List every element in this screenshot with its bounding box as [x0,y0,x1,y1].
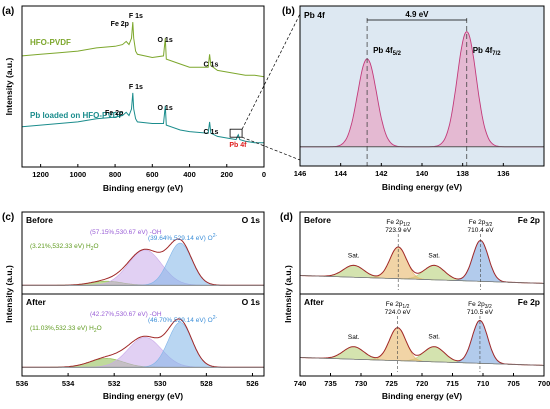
panel-d-tick-label: 705 [507,379,520,388]
panel-a-peak-label: F 1s [129,13,143,20]
panel-a-tick-label: 800 [109,170,122,179]
panel-a-tick-label: 1200 [32,170,49,179]
panel-d-corner-label: Fe 2p [518,215,540,225]
panel-b-peak-fill [300,58,544,147]
panel-d-sat-label: Sat. [428,334,440,341]
panel-d-peak-value: 723.9 eV [385,227,412,234]
panel-a-peak-label: Pb 4f [229,142,247,149]
panel-d-baseline [299,357,545,366]
panel-c-component-label: (57.15%,530.67 eV) -OH [90,229,162,236]
panel-d-ylabel: Intensity (a.u.) [283,265,293,323]
panel-d-label: (d) [280,212,293,223]
panel-c-sublabel: Before [26,215,53,225]
panel-b-label: (b) [282,6,295,17]
panel-a-zoom-connector [241,136,301,161]
panel-b-tick-label: 142 [375,169,388,178]
panel-d-sat-label: Sat. [348,252,360,259]
panel-c-corner-label: O 1s [242,297,261,307]
panel-d-tick-label: 725 [385,379,398,388]
panel-c-label: (c) [2,212,14,223]
panel-c-component-label: (39.64%,529.14 eV) O2- [148,233,217,242]
panel-d-envelope [300,239,543,284]
panel-a-peak-label: O 1s [158,105,173,112]
panel-a-tick-label: 200 [221,170,234,179]
panel-a-tick-label: 1000 [70,170,87,179]
panel-d-peak-value: 724.0 eV [385,309,412,316]
panel-c-tick-label: 536 [16,379,29,388]
panel-a-frame [21,5,265,168]
panel-a-zoom-connector [241,13,301,130]
panel-d-envelope [300,319,543,366]
panel-a-peak-label: Fe 2p [111,21,129,28]
panel-d-peak-label: Fe 2p1/2 [386,301,410,310]
panel-d-sublabel: Before [304,215,331,225]
panel-b-xlabel: Binding energy (eV) [382,182,462,192]
panel-c-tick-label: 534 [62,379,75,388]
panel-a-label: (a) [2,6,14,17]
panel-d-baseline [299,275,545,284]
panel-d-peak-value: 710.4 eV [468,227,495,234]
panel-a-peak-label: F 1s [129,84,143,91]
panel-c-component-label: (42.27%,530.67 eV) -OH [90,311,162,318]
panel-c-frame [21,211,265,377]
panel-a-zoom-box [229,128,243,138]
panel-a-peak-label: Fe 2p [105,110,123,117]
panel-d-tick-label: 700 [538,379,550,388]
panel-a-peak-label: O 1s [158,37,173,44]
panel-a-peak-label: C 1s [204,61,219,68]
panel-b-tick-label: 138 [456,169,469,178]
panel-a-tick-label: 0 [262,170,266,179]
panel-a-series-line [21,22,265,78]
panel-b-plot-area [300,6,544,166]
panel-a-peak-label: C 1s [204,129,219,136]
panel-d-sublabel: After [304,297,325,307]
panel-a-plot-area [22,6,264,167]
panel-c-xlabel: Binding energy (eV) [103,391,183,401]
panel-c-component-label: (3.21%,532.33 eV) H2O [30,243,99,252]
panel-b-peak-label: Pb 4f5/2 [373,46,402,57]
panel-d-tick-label: 735 [324,379,337,388]
panel-c-tick-label: 528 [200,379,213,388]
panel-d-tick-label: 730 [355,379,368,388]
panel-b-tick-label: 144 [334,169,347,178]
panel-a-legend-hfo: HFO-PVDF [30,38,71,47]
panel-d-tick-label: 715 [446,379,459,388]
panel-c-tick-label: 530 [154,379,167,388]
panel-a-tick-label: 600 [146,170,159,179]
panel-c-sublabel: After [26,297,47,307]
panel-d-tick-label: 740 [294,379,307,388]
panel-d-peak-label: Fe 2p3/2 [468,301,492,310]
panel-b-tick-label: 146 [294,169,307,178]
panel-b-title: Pb 4f [304,10,325,20]
panel-d-tick-label: 720 [416,379,429,388]
panel-b-tick-label: 140 [416,169,429,178]
panel-a-tick-label: 400 [183,170,196,179]
panel-a-xlabel: Binding energy (eV) [103,183,183,193]
panel-d-sat-label: Sat. [428,252,440,259]
panel-d-peak-label: Fe 2p1/2 [386,219,410,228]
panel-a-ylabel: Intensity (a.u.) [4,58,14,116]
panel-d-peak-label: Fe 2p3/2 [469,219,493,228]
panel-b-split-label: 4.9 eV [405,10,429,19]
panel-d-xlabel: Binding energy (eV) [382,391,462,401]
panel-d-tick-label: 710 [477,379,490,388]
panel-c-tick-label: 532 [108,379,121,388]
panel-c-corner-label: O 1s [242,215,261,225]
panel-d-corner-label: Fe 2p [518,297,540,307]
panel-a-legend-pb: Pb loaded on HFO-PVDF [30,111,123,120]
panel-d-peak-value: 710.5 eV [467,309,494,316]
panel-c-component-label: (46.70%,529.14 eV) O2- [148,315,217,324]
panel-c-component-label: (11.03%,532.33 eV) H2O [30,325,102,334]
panel-c-tick-label: 526 [246,379,259,388]
panel-b-tick-label: 136 [497,169,510,178]
panel-d-sat-label: Sat. [348,334,360,341]
panel-b-peak-label: Pb 4f7/2 [473,46,502,57]
panel-c-ylabel: Intensity (a.u.) [4,265,14,323]
